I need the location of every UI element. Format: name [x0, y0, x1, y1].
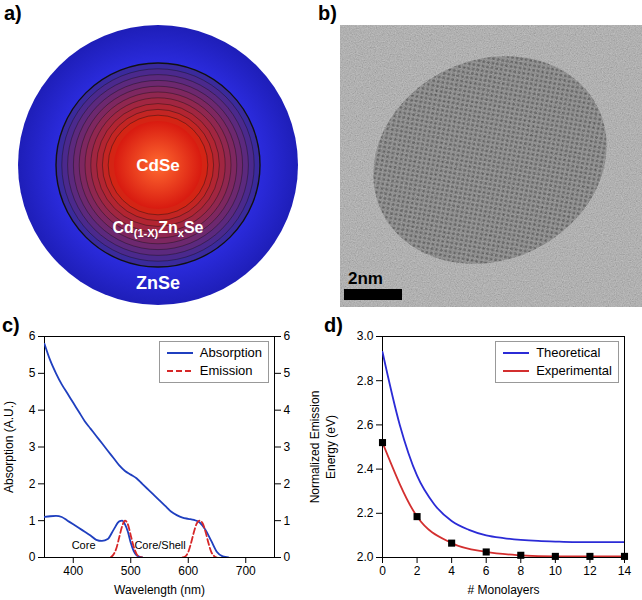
- svg-text:1: 1: [29, 514, 36, 528]
- svg-text:Energy (eV): Energy (eV): [324, 415, 338, 479]
- svg-text:700: 700: [236, 564, 256, 578]
- svg-text:0: 0: [379, 564, 386, 578]
- html-text:Theoretical: Theoretical: [536, 345, 601, 360]
- html-text:a): a): [4, 2, 22, 24]
- html-text:Emission: Emission: [199, 363, 253, 378]
- svg-text:3.0: 3.0: [357, 329, 374, 343]
- html-text:d): d): [324, 314, 343, 336]
- svg-text:1: 1: [284, 514, 291, 528]
- svg-text:Absorption (A.U.): Absorption (A.U.): [2, 401, 16, 493]
- svg-text:4: 4: [284, 403, 291, 417]
- svg-text:12: 12: [583, 564, 597, 578]
- svg-text:0: 0: [284, 550, 291, 564]
- svg-text:3: 3: [29, 440, 36, 454]
- svg-text:2: 2: [29, 477, 36, 491]
- svg-text:Core: Core: [72, 539, 96, 551]
- svg-text:6: 6: [483, 564, 490, 578]
- svg-text:2.6: 2.6: [357, 418, 374, 432]
- html-text:c): c): [2, 314, 20, 336]
- svg-text:4: 4: [448, 564, 455, 578]
- svg-text:2.0: 2.0: [357, 550, 374, 564]
- svg-text:Core/Shell: Core/Shell: [134, 539, 185, 551]
- svg-text:2.4: 2.4: [357, 462, 374, 476]
- svg-text:2.8: 2.8: [357, 374, 374, 388]
- svg-text:3: 3: [284, 440, 291, 454]
- html-text:b): b): [318, 2, 337, 24]
- svg-text:5: 5: [29, 366, 36, 380]
- svg-text:600: 600: [178, 564, 198, 578]
- html-text:Experimental: Experimental: [536, 363, 612, 378]
- svg-text:Cd(1-X)ZnxSe: Cd(1-X)ZnxSe: [112, 219, 203, 239]
- svg-text:14: 14: [618, 564, 632, 578]
- svg-text:2: 2: [284, 477, 291, 491]
- svg-text:2: 2: [414, 564, 421, 578]
- svg-text:4: 4: [29, 403, 36, 417]
- svg-text:400: 400: [63, 564, 83, 578]
- svg-text:10: 10: [549, 564, 563, 578]
- svg-text:2nm: 2nm: [348, 269, 383, 288]
- svg-text:ZnSe: ZnSe: [136, 273, 180, 293]
- svg-text:2.2: 2.2: [357, 506, 374, 520]
- svg-text:Normalized Emission: Normalized Emission: [308, 391, 322, 504]
- svg-text:6: 6: [284, 329, 291, 343]
- html-text:Absorption: Absorption: [199, 345, 262, 360]
- svg-text:500: 500: [121, 564, 141, 578]
- svg-text:5: 5: [284, 366, 291, 380]
- svg-text:CdSe: CdSe: [136, 156, 179, 175]
- svg-text:6: 6: [29, 329, 36, 343]
- svg-text:0: 0: [29, 550, 36, 564]
- svg-text:8: 8: [517, 564, 524, 578]
- svg-text:# Monolayers: # Monolayers: [467, 583, 539, 597]
- svg-text:Wavelength (nm): Wavelength (nm): [114, 583, 205, 597]
